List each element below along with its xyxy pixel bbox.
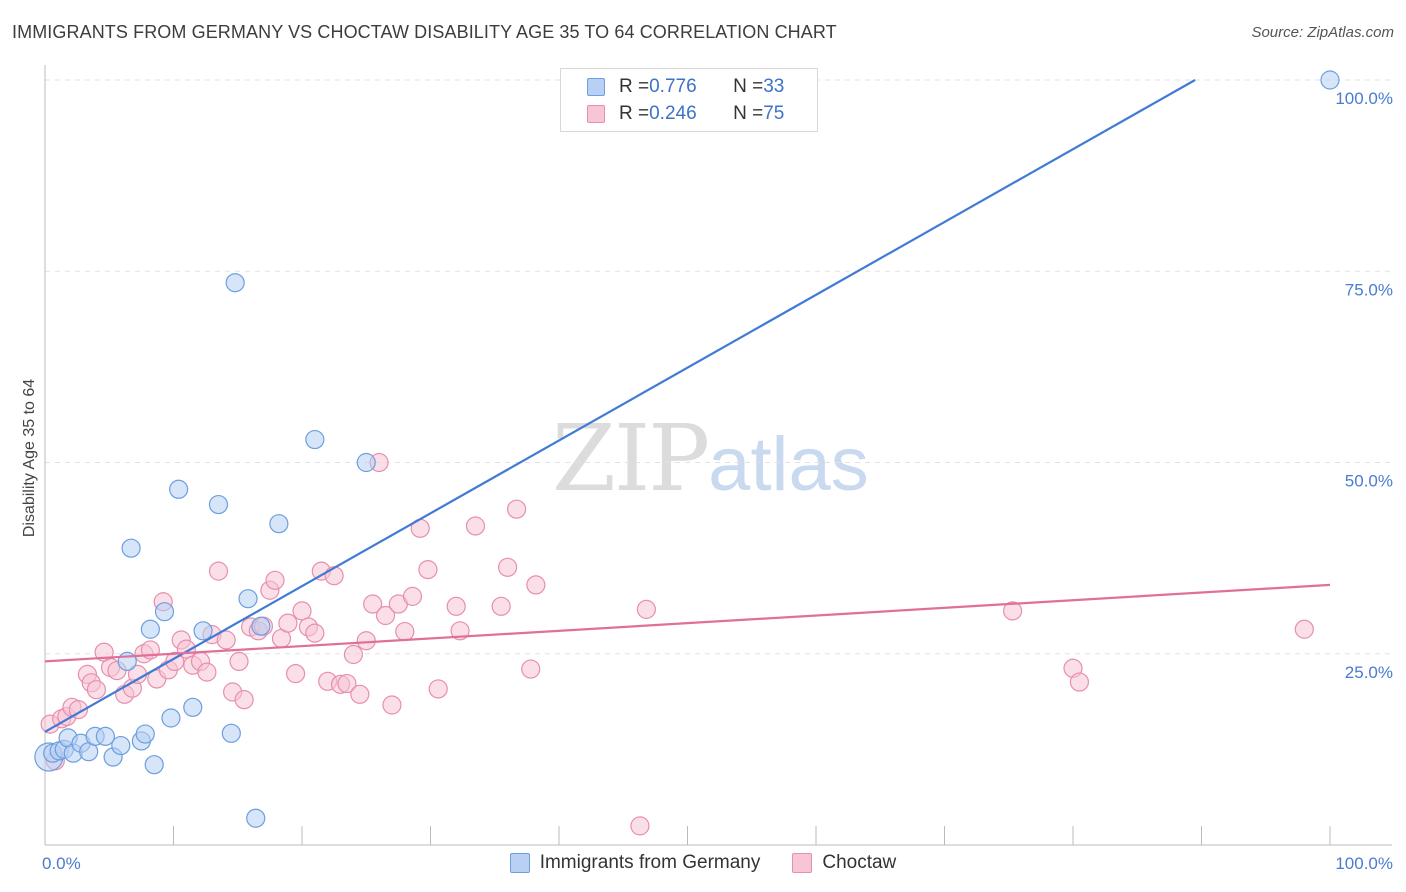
legend-n-label: N = [733, 76, 764, 97]
correlation-legend: R = 0.776 N = 33 R = 0.246 N = 75 [560, 68, 818, 132]
data-point [86, 680, 107, 700]
legend-r-label: R = [619, 103, 650, 124]
data-point [183, 697, 203, 717]
data-point [356, 452, 376, 473]
data-point [526, 575, 546, 595]
data-point [418, 559, 438, 580]
data-point [216, 630, 236, 650]
data-point [251, 616, 271, 636]
data-point [161, 708, 181, 728]
data-point [337, 673, 357, 694]
data-point [350, 684, 370, 704]
data-point [428, 679, 448, 699]
grid-lines [45, 79, 1392, 655]
data-point [265, 570, 285, 590]
data-point [208, 561, 229, 581]
legend-n-label: N = [733, 103, 764, 124]
data-point [343, 644, 363, 665]
data-point [229, 651, 249, 672]
series-legend-label: Immigrants from Germany [539, 852, 761, 873]
data-point [285, 664, 306, 684]
data-point [356, 631, 376, 651]
y-tick-label: 100.0% [1335, 89, 1393, 108]
germany-trend-line [44, 79, 1196, 733]
data-point [1294, 619, 1314, 639]
data-point [278, 613, 298, 633]
data-point [521, 659, 541, 679]
y-tick-label: 25.0% [1345, 663, 1393, 682]
data-point [402, 586, 423, 606]
legend-row-germany: R = 0.776 N = 33 [587, 75, 784, 99]
series-legend: Immigrants from Germany Choctaw [0, 852, 1406, 874]
data-point [305, 429, 325, 450]
series-legend-germany: Immigrants from Germany [509, 852, 761, 874]
watermark-atlas: atlas [708, 422, 869, 507]
zipatlas-watermark: ZIPatlas [552, 405, 869, 512]
data-point [636, 599, 656, 619]
data-point [111, 735, 131, 756]
data-point [169, 479, 189, 499]
y-tick-label: 50.0% [1345, 472, 1393, 491]
choctaw-trend-line [44, 583, 1331, 663]
y-tick-label: 75.0% [1345, 280, 1393, 299]
data-point [324, 566, 344, 586]
data-point [395, 621, 415, 642]
data-point [498, 557, 518, 577]
data-point [305, 623, 325, 643]
data-point [1069, 672, 1090, 692]
germany-points [34, 70, 1340, 828]
data-point [193, 621, 213, 641]
data-point [225, 273, 245, 293]
legend-r-label: R = [619, 76, 650, 97]
data-point [1003, 601, 1023, 621]
data-point [68, 699, 89, 720]
legend-swatch-pink [587, 105, 605, 123]
x-tick-label: 0.0% [42, 854, 81, 873]
data-point [234, 690, 254, 710]
trend-lines [44, 79, 1331, 733]
data-point [292, 601, 312, 621]
data-point [140, 619, 160, 639]
choctaw-points [40, 452, 1314, 836]
data-point [450, 621, 470, 641]
x-tick-label: 100.0% [1335, 854, 1393, 873]
legend-n-value: 33 [763, 76, 785, 97]
series-swatch-pink [792, 853, 813, 873]
data-point [246, 808, 266, 828]
legend-r-value: 0.776 [649, 76, 697, 97]
series-swatch-blue [509, 853, 530, 873]
data-point [121, 538, 141, 558]
data-point [154, 602, 175, 622]
data-point [446, 596, 466, 616]
legend-r-value: 0.246 [649, 103, 697, 124]
data-point [630, 816, 650, 836]
data-point [1320, 70, 1340, 90]
data-point [208, 494, 229, 515]
chart-title: IMMIGRANTS FROM GERMANY VS CHOCTAW DISAB… [12, 22, 837, 42]
data-point [144, 755, 164, 775]
data-point [269, 514, 289, 534]
axes [44, 65, 1392, 846]
series-legend-label: Choctaw [822, 852, 897, 873]
series-legend-choctaw: Choctaw [792, 852, 896, 874]
data-point [95, 726, 115, 746]
legend-row-choctaw: R = 0.246 N = 75 [587, 102, 784, 126]
data-point [375, 605, 396, 626]
legend-n-value: 75 [763, 103, 785, 124]
data-point [491, 596, 511, 616]
data-point [221, 723, 241, 743]
data-point [197, 662, 217, 682]
data-point [506, 499, 527, 519]
data-point [135, 724, 155, 744]
y-axis-label: Disability Age 35 to 64 [21, 379, 38, 537]
watermark-zip: ZIP [552, 405, 710, 512]
data-point [363, 594, 383, 614]
data-point [238, 589, 258, 609]
data-point [465, 516, 486, 536]
data-point [382, 695, 402, 715]
legend-swatch-blue [587, 78, 605, 96]
source-label: Source: ZipAtlas.com [1251, 24, 1394, 41]
tick-labels: 25.0% 50.0% 75.0% 100.0% 0.0% 100.0% [42, 89, 1393, 873]
